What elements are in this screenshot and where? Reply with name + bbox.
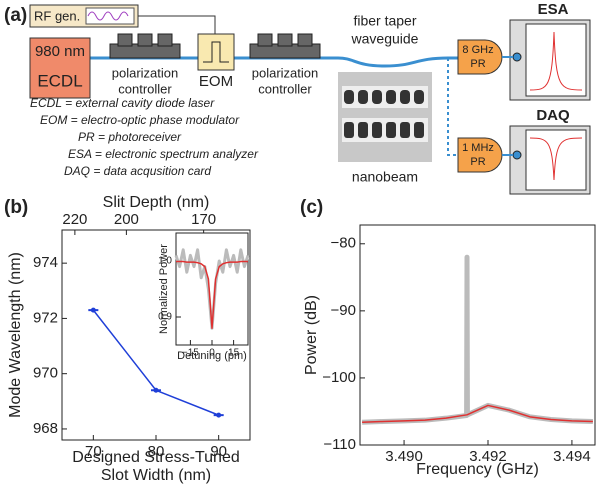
daq-trace <box>529 137 583 181</box>
fiber-split <box>447 58 458 156</box>
laser-label: 980 nm <box>35 43 85 60</box>
y-tick-label: 972 <box>33 309 58 326</box>
panel-label: (a) <box>4 5 27 26</box>
sine <box>87 11 129 21</box>
panel-a: (a) RF gen. 980 nm ECDL polarization con… <box>4 1 591 195</box>
definition: PR = photoreceiver <box>78 130 182 144</box>
series-line <box>176 260 248 329</box>
pc2-label: polarization <box>252 65 319 80</box>
eom-label: EOM <box>199 73 233 90</box>
definition: ECDL = external cavity diode laser <box>30 96 215 110</box>
pc1-icon <box>109 33 181 59</box>
x-tick-label: 70 <box>85 443 102 460</box>
eom-box <box>197 33 235 71</box>
pr2 <box>457 137 503 173</box>
taper-label: waveguide <box>351 31 419 47</box>
panel-label: (c) <box>300 197 323 218</box>
y-tick-label: 1.0 <box>158 256 172 267</box>
x-tick-label: −15 <box>182 348 199 359</box>
port <box>512 52 522 62</box>
y-tick-label: 970 <box>33 365 58 382</box>
pc1-label: polarization <box>112 65 179 80</box>
x2-tick-label: 200 <box>114 211 139 228</box>
pr1 <box>457 39 503 75</box>
laser-label: ECDL <box>37 71 82 90</box>
pr2-label: 1 MHz <box>462 142 494 154</box>
y-tick-label: −110 <box>323 436 356 453</box>
taper-label: fiber taper <box>353 13 416 29</box>
esa-label: ESA <box>538 1 569 18</box>
x-tick-label: 0 <box>209 348 215 359</box>
x-tick-label: 80 <box>148 443 165 460</box>
definition: DAQ = data acqusition card <box>64 164 211 178</box>
definition: ESA = electronic spectrum analyzer <box>68 147 259 161</box>
x-tick-label: 90 <box>210 443 227 460</box>
x-tick-label: 15 <box>228 348 240 359</box>
y-tick-label: −90 <box>331 302 356 319</box>
laser-box <box>29 37 91 99</box>
daq-label: DAQ <box>536 107 570 124</box>
x-axis-label: Slot Width (nm) <box>101 467 211 484</box>
rf-icon <box>85 7 135 25</box>
y-tick-label: 974 <box>33 254 58 271</box>
series-line <box>362 404 593 423</box>
panel-label: (b) <box>4 197 28 218</box>
x2-tick-label: 170 <box>191 211 216 228</box>
rf-label: RF gen. <box>34 8 80 23</box>
definition: EOM = electro-optic phase modulator <box>40 113 240 127</box>
x-axis-label: Designed Stress-Tuned <box>72 449 240 466</box>
rf-wire <box>138 15 216 34</box>
nanobeam-image <box>338 72 432 162</box>
x-axis-label: Detuning (pm) <box>177 350 247 362</box>
y-tick-label: −80 <box>331 235 356 252</box>
x-tick-label: 3.494 <box>553 448 591 465</box>
y-axis-label: Normalized Power <box>158 244 170 334</box>
pc2-label: controller <box>258 81 312 96</box>
y-axis-label: Mode Wavelength (nm) <box>7 252 24 418</box>
pr1-label: 8 GHz <box>462 44 493 56</box>
nanobeam-label: nanobeam <box>352 169 418 185</box>
x-axis-label: Frequency (GHz) <box>416 461 539 478</box>
pc1-label: controller <box>118 81 172 96</box>
x2-tick-label: 220 <box>62 211 87 228</box>
x-tick-label: 3.490 <box>385 448 423 465</box>
x-tick-label: 3.492 <box>469 448 507 465</box>
y-tick-label: 968 <box>33 420 58 437</box>
pc2-icon <box>249 33 321 59</box>
y-axis-label: Power (dB) <box>303 295 320 375</box>
x2-axis-label: Slit Depth (nm) <box>103 194 210 211</box>
pr2-label: PR <box>470 156 485 168</box>
esa-trace <box>529 31 583 91</box>
pr1-label: PR <box>470 58 485 70</box>
point <box>153 387 159 393</box>
point <box>216 412 222 418</box>
point <box>90 307 96 313</box>
y-tick-label: 0.9 <box>158 312 172 323</box>
port <box>512 150 522 160</box>
y-tick-label: −100 <box>322 369 356 386</box>
fiber <box>90 56 458 68</box>
pulse <box>203 41 229 63</box>
